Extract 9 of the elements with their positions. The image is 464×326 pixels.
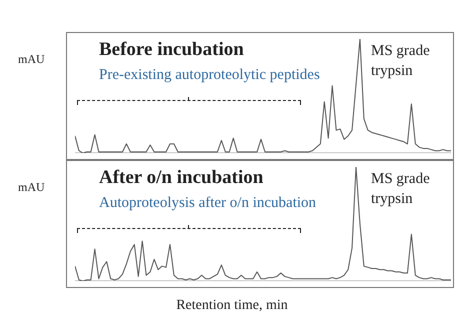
- annotation: Autoproteolysis after o/n incubation: [99, 195, 316, 212]
- chart-title: Before incubation: [99, 39, 244, 61]
- x-axis-title: Retention time, min: [175, 298, 289, 314]
- y-axis-title: mAU: [18, 52, 45, 67]
- annotation: MS grade trypsin: [371, 42, 431, 81]
- chart-title: After o/n incubation: [99, 167, 264, 189]
- y-axis-title: mAU: [18, 180, 45, 195]
- annotation: MS grade trypsin: [371, 170, 431, 209]
- annotation: Pre-existing autoproteolytic peptides: [99, 67, 320, 84]
